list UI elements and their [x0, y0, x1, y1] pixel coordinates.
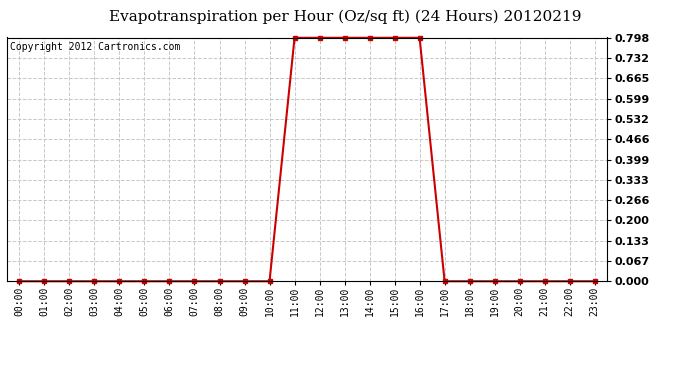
Text: Evapotranspiration per Hour (Oz/sq ft) (24 Hours) 20120219: Evapotranspiration per Hour (Oz/sq ft) (… [109, 9, 581, 24]
Text: Copyright 2012 Cartronics.com: Copyright 2012 Cartronics.com [10, 42, 180, 52]
